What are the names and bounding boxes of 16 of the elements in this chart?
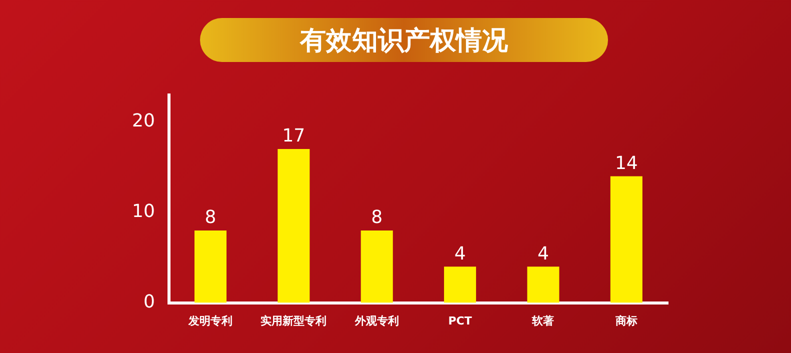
data-label: 14 — [614, 152, 638, 174]
x-tick-label: 外观专利 — [354, 314, 399, 328]
data-label: 8 — [371, 207, 383, 228]
x-tick-label: 发明专利 — [187, 314, 232, 328]
data-label: 4 — [454, 243, 466, 264]
y-tick-label: 0 — [143, 291, 155, 312]
x-tick-label: PCT — [448, 314, 472, 328]
chart-title: 有效知识产权情况 — [200, 18, 608, 62]
x-tick-label: 软著 — [531, 314, 554, 328]
x-tick-label: 商标 — [614, 314, 638, 328]
y-tick-label: 10 — [132, 201, 155, 222]
data-label: 8 — [204, 207, 216, 228]
data-label: 17 — [282, 126, 306, 147]
y-tick-label: 20 — [132, 110, 155, 132]
x-tick-label: 实用新型专利 — [260, 314, 327, 328]
data-label: 4 — [538, 243, 549, 264]
